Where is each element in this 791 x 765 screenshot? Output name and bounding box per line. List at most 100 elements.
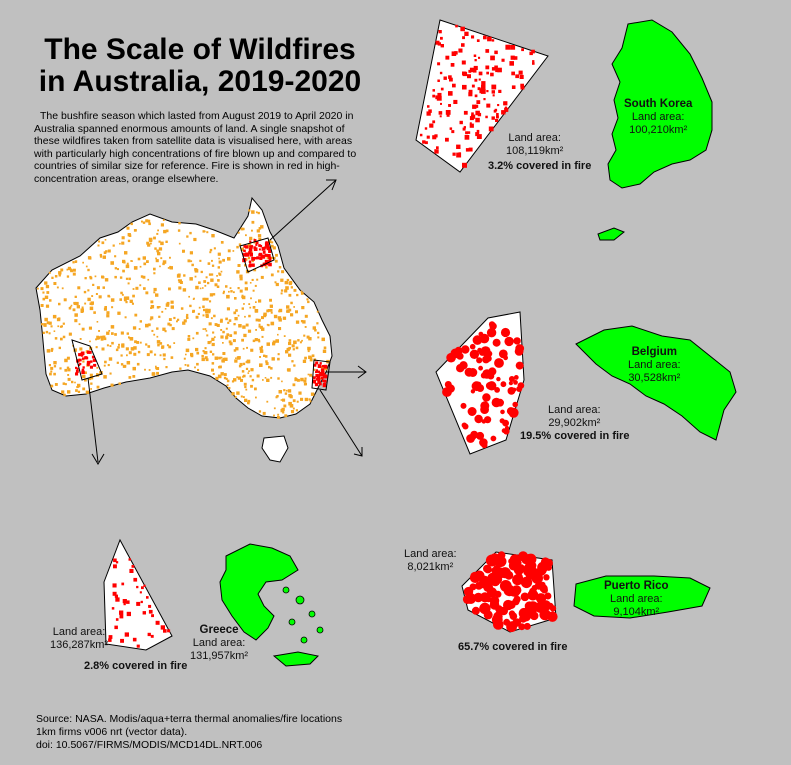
fire-point [150, 316, 154, 320]
fire-point [136, 585, 139, 589]
fire-point [294, 378, 298, 382]
fire-point [88, 326, 92, 330]
fire-point [202, 328, 205, 330]
fire-point [217, 279, 220, 282]
fire-point [230, 290, 233, 293]
belgium-covered-percent: 19.5% covered in fire [520, 430, 630, 442]
fire-point [106, 331, 110, 335]
fire-point [476, 100, 481, 104]
fire-point [244, 245, 249, 249]
fire-point [274, 281, 277, 284]
fire-point [90, 382, 93, 385]
fire-point [162, 262, 165, 266]
fire-point [419, 133, 423, 137]
fire-point [75, 370, 79, 373]
fire-point [252, 306, 256, 309]
fire-point [532, 62, 535, 65]
fire-point [106, 344, 109, 347]
fire-point [261, 335, 264, 338]
fire-point [223, 373, 227, 376]
fire-point [84, 277, 87, 280]
korea-fire-area-value: 108,119km² [506, 145, 564, 157]
fire-point [461, 345, 470, 354]
fire-point [458, 48, 463, 53]
fire-point [117, 268, 119, 271]
fire-point [449, 127, 453, 130]
fire-point [480, 401, 490, 411]
fire-point [189, 251, 193, 255]
fire-point [96, 373, 99, 376]
fire-point [292, 383, 296, 387]
fire-point [121, 582, 125, 586]
country-puerto-rico [573, 575, 711, 619]
fire-point [288, 308, 292, 312]
fire-point [266, 309, 270, 313]
fire-point [237, 264, 241, 267]
pr-fire-area-label: Land area: 8,021km² [404, 548, 457, 574]
fire-point [132, 366, 136, 371]
fire-point [494, 387, 500, 393]
fire-point [75, 372, 79, 376]
fire-point [452, 83, 456, 88]
fire-point [142, 611, 146, 615]
fire-point [321, 337, 325, 342]
fire-point [101, 241, 105, 245]
fire-point [82, 261, 84, 264]
fire-point [121, 236, 125, 240]
fire-point [281, 380, 283, 383]
fire-point [473, 54, 477, 57]
fire-point [58, 274, 61, 277]
fire-point [203, 308, 206, 312]
fire-point [157, 229, 159, 232]
fire-point [44, 281, 48, 285]
fire-point [256, 229, 260, 233]
fire-point [155, 367, 158, 370]
fire-point [133, 577, 138, 582]
fire-point [427, 105, 430, 108]
fire-point [469, 572, 481, 583]
fire-point [106, 311, 110, 315]
fire-point [182, 250, 184, 253]
fire-point [313, 368, 316, 371]
fire-point [490, 55, 495, 61]
fire-point [147, 323, 151, 327]
fire-point [247, 329, 252, 333]
fire-point [64, 368, 68, 372]
fire-point [159, 342, 163, 345]
fire-point [277, 357, 280, 361]
fire-point [161, 346, 164, 349]
fire-point [481, 419, 486, 424]
fire-point [281, 407, 285, 412]
fire-point [145, 323, 149, 328]
fire-point [504, 106, 507, 109]
fire-point [217, 266, 220, 269]
fire-point [202, 230, 205, 233]
fire-point [482, 355, 490, 364]
fire-point [64, 358, 68, 363]
fire-point [269, 304, 273, 308]
fire-point [177, 318, 180, 321]
fire-point [512, 597, 520, 606]
fire-point [48, 364, 51, 367]
fire-point [281, 270, 285, 274]
fire-point [425, 141, 428, 145]
fire-point [508, 376, 515, 382]
fire-point [148, 604, 152, 608]
fire-point [58, 302, 61, 306]
fire-point [513, 337, 521, 345]
fire-point [162, 219, 165, 221]
fire-point [255, 211, 258, 214]
fire-point [145, 291, 149, 295]
fire-point [176, 274, 181, 278]
fire-point [42, 297, 46, 301]
fire-point [304, 356, 307, 360]
fire-point [45, 330, 49, 334]
fire-point [242, 325, 246, 329]
greece-fire-area-value: 136,287km² [50, 639, 109, 651]
fire-point [285, 389, 288, 392]
fire-point [451, 51, 457, 56]
fire-point [455, 24, 458, 28]
fire-point [126, 611, 131, 617]
fire-point [243, 333, 247, 338]
fire-point [80, 352, 84, 356]
